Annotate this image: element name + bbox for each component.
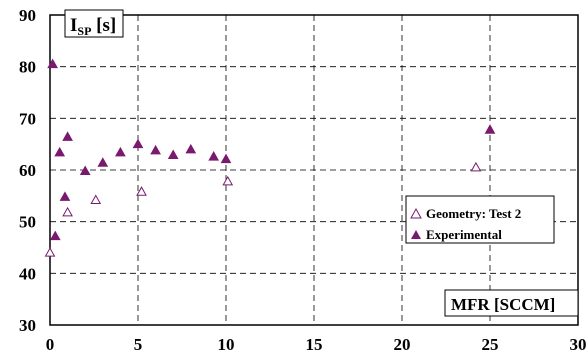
x-axis-title-text: MFR [SCCM] — [451, 295, 555, 314]
experimental-point — [484, 124, 496, 134]
x-tick-label: 20 — [394, 335, 411, 354]
y-tick-label: 30 — [19, 316, 36, 335]
experimental-point — [132, 138, 144, 149]
x-tick-label: 10 — [218, 335, 235, 354]
legend-filled-triangle-icon — [411, 230, 421, 239]
experimental-point — [208, 151, 220, 161]
y-axis-title-unit: [s] — [91, 15, 116, 36]
geometry-test-2-point — [136, 186, 147, 196]
geometry-test-2-point — [222, 175, 234, 186]
geometry-test-2-point — [62, 206, 73, 217]
data-points — [44, 58, 496, 257]
y-tick-label: 60 — [19, 161, 36, 180]
experimental-point — [167, 149, 179, 160]
geometry-test-2-point — [90, 194, 102, 204]
y-tick-label: 40 — [19, 264, 36, 283]
x-tick-labels: 0 5 10 15 20 25 30 — [46, 335, 587, 354]
legend-open-triangle-icon — [410, 207, 422, 219]
experimental-point — [49, 230, 61, 241]
legend-label-experimental: Experimental — [426, 227, 502, 242]
y-tick-labels: 30 40 50 60 70 80 90 — [19, 6, 36, 335]
experimental-point — [115, 146, 126, 157]
experimental-point — [97, 157, 109, 167]
experimental-point — [220, 153, 232, 164]
experimental-point — [59, 191, 71, 201]
experimental-point — [47, 58, 58, 69]
y-tick-label: 80 — [19, 58, 36, 77]
y-axis-title-main: I — [70, 15, 77, 36]
x-tick-label: 25 — [482, 335, 499, 354]
geometry-test-2-point — [470, 161, 482, 172]
experimental-point — [62, 131, 73, 141]
experimental-point — [150, 144, 161, 155]
geometry-test-2-point — [44, 247, 56, 257]
x-tick-label: 30 — [570, 335, 587, 354]
y-axis-title-subscript: SP — [77, 24, 91, 38]
y-tick-label: 70 — [19, 109, 36, 128]
x-axis-title: MFR [SCCM] — [444, 289, 579, 317]
x-tick-label: 0 — [46, 335, 55, 354]
x-tick-label: 15 — [306, 335, 323, 354]
legend-label-geometry: Geometry: Test 2 — [426, 206, 521, 221]
experimental-point — [185, 143, 197, 154]
x-tick-label: 5 — [134, 335, 143, 354]
y-tick-label: 50 — [19, 213, 36, 232]
svg-text:ISP [s]: ISP [s] — [70, 15, 116, 38]
experimental-point — [79, 165, 91, 176]
experimental-point — [54, 146, 66, 157]
legend: Geometry: Test 2 Experimental — [405, 195, 555, 244]
y-tick-label: 90 — [19, 6, 36, 25]
y-axis-title: ISP [s] — [64, 9, 124, 38]
